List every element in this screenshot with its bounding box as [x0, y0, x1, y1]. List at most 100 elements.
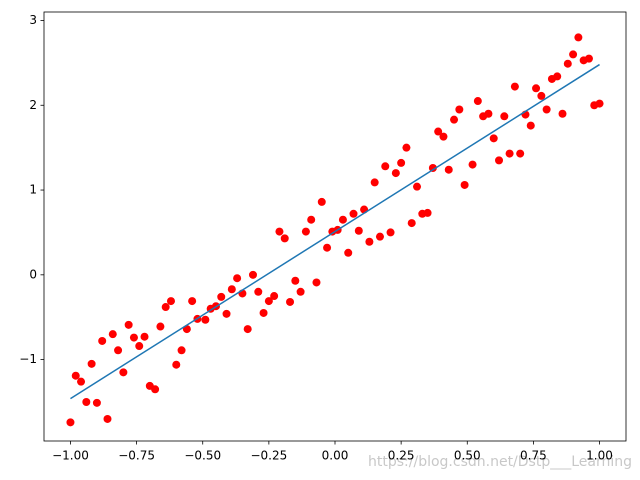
scatter-point: [71, 371, 80, 380]
scatter-point: [254, 287, 263, 296]
scatter-point: [439, 132, 448, 141]
scatter-point: [349, 209, 358, 218]
scatter-point: [87, 359, 96, 368]
scatter-point: [542, 105, 551, 114]
scatter-point: [103, 414, 112, 423]
x-tick-label: 0.50: [454, 449, 481, 463]
scatter-point: [365, 237, 374, 246]
scatter-point: [114, 346, 123, 355]
scatter-point: [259, 308, 268, 317]
scatter-point: [82, 398, 91, 406]
x-tick-label: 0.00: [322, 449, 349, 463]
scatter-point: [66, 418, 75, 427]
scatter-point: [151, 385, 160, 394]
scatter-point: [354, 226, 363, 235]
scatter-point: [460, 180, 469, 189]
scatter-point: [428, 164, 437, 172]
scatter-point: [270, 292, 279, 301]
scatter-point: [532, 84, 541, 93]
scatter-point: [338, 215, 347, 224]
scatter-point: [526, 121, 535, 130]
scatter-point: [402, 143, 411, 152]
scatter-point: [119, 368, 128, 377]
watermark: https://blog.csdn.net/Dstp___Learning: [368, 454, 632, 470]
scatter-point: [243, 325, 252, 334]
scatter-point: [188, 297, 197, 306]
scatter-point: [489, 134, 498, 143]
x-tick-label: −0.50: [184, 449, 221, 463]
scatter-point: [312, 278, 321, 287]
scatter-point: [397, 158, 406, 167]
scatter-point: [201, 315, 210, 324]
scatter-point: [172, 360, 181, 369]
plot-frame: [43, 11, 627, 442]
scatter-point: [166, 297, 175, 306]
scatter-point: [516, 149, 525, 158]
scatter-point: [296, 287, 305, 296]
scatter-point: [569, 50, 578, 59]
scatter-point: [595, 99, 604, 108]
scatter-point: [233, 274, 242, 283]
scatter-point: [375, 232, 384, 241]
fit-line: [70, 63, 600, 400]
scatter-point: [129, 333, 138, 342]
scatter-point: [92, 398, 101, 407]
scatter-point: [317, 197, 326, 206]
scatter-point: [553, 72, 562, 81]
scatter-point: [370, 178, 379, 187]
scatter-point: [468, 160, 477, 169]
scatter-point: [135, 342, 144, 351]
scatter-point: [177, 346, 186, 355]
scatter-point: [423, 208, 432, 217]
y-tick-label: −1: [19, 352, 37, 366]
scatter-point: [227, 285, 236, 294]
scatter-point: [291, 276, 300, 285]
scatter-point: [280, 234, 289, 243]
scatter-point: [344, 248, 353, 257]
scatter-point: [323, 243, 332, 252]
x-tick-label: 0.75: [520, 449, 547, 463]
scatter-point: [77, 377, 86, 386]
scatter-point: [495, 156, 504, 165]
scatter-point: [500, 112, 509, 121]
scatter-point: [264, 297, 273, 306]
scatter-point: [558, 109, 567, 118]
scatter-point: [108, 330, 117, 339]
scatter-point: [124, 320, 133, 329]
scatter-point: [301, 227, 310, 236]
scatter-point: [413, 182, 422, 191]
x-tick-label: −1.00: [52, 449, 89, 463]
scatter-point: [217, 292, 226, 301]
y-tick-label: 1: [29, 183, 37, 197]
scatter-point: [386, 228, 395, 237]
scatter-point: [444, 165, 453, 174]
scatter-point: [307, 215, 316, 224]
x-tick-label: −0.75: [118, 449, 155, 463]
x-tick-label: 0.25: [388, 449, 415, 463]
scatter-point: [140, 332, 149, 341]
scatter-point: [222, 309, 231, 318]
x-tick-label: −0.25: [250, 449, 287, 463]
scatter-point: [455, 105, 464, 114]
scatter-point: [391, 169, 400, 178]
scatter-point: [98, 336, 107, 345]
scatter-point: [563, 59, 572, 68]
scatter-point: [275, 227, 284, 236]
y-tick-label: 0: [29, 267, 37, 281]
scatter-point: [381, 162, 390, 171]
scatter-point: [407, 219, 416, 228]
scatter-point: [584, 54, 593, 63]
scatter-point: [286, 297, 295, 306]
scatter-point: [537, 91, 546, 100]
scatter-point: [510, 82, 519, 91]
y-tick-label: 3: [29, 13, 37, 27]
scatter-point: [450, 115, 459, 124]
y-tick-label: 2: [29, 98, 37, 112]
scatter-point: [574, 33, 583, 42]
x-tick-label: 1.00: [586, 449, 613, 463]
scatter-point: [473, 97, 482, 106]
scatter-point: [156, 322, 165, 331]
scatter-point: [434, 127, 443, 136]
